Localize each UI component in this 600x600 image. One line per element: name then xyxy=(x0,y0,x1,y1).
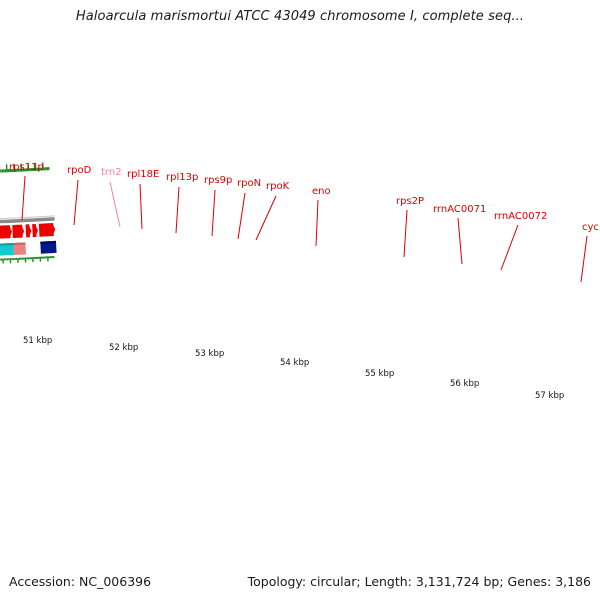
function-bar-shadow xyxy=(0,243,14,246)
gene-label-leader xyxy=(237,192,246,240)
function-bar-shadow xyxy=(40,240,56,244)
function-bar-shadow xyxy=(13,242,26,245)
topology-summary-text: Topology: circular; Length: 3,131,724 bp… xyxy=(247,574,591,589)
chromosome-backbone xyxy=(0,215,55,224)
scale-tick-track xyxy=(0,162,50,173)
gene-labels: rps11p rpoD trn2 rpl18E rpl13p rps9p rpoN rpoK e… xyxy=(9,162,599,233)
gene-arrow xyxy=(32,223,38,238)
gene-label: rpoK xyxy=(266,181,290,192)
gene-label-leader xyxy=(139,183,143,230)
gene-label: rrnAC0071 xyxy=(433,204,486,215)
gene-label-leader xyxy=(73,179,79,226)
gene-label-leader xyxy=(21,175,26,221)
gene-label: rps9p xyxy=(204,175,232,186)
gene-label-leader xyxy=(403,209,408,258)
gene-label-leader xyxy=(580,235,588,283)
gene-arrow xyxy=(38,223,56,237)
gene-label: rpl13p xyxy=(166,172,198,183)
gene-label: rrnAC0072 xyxy=(494,211,547,222)
gene-label: rps11p xyxy=(9,162,44,173)
scale-labels: 51 kbp 52 kbp 53 kbp 54 kbp 55 kbp 56 kbp 57 k… xyxy=(23,336,564,401)
gene-arrow xyxy=(25,224,32,238)
gene-label-leader xyxy=(211,189,216,237)
gene-label-leader xyxy=(109,181,121,228)
backbone-highlight xyxy=(0,215,55,220)
gene-arrow xyxy=(12,224,25,239)
scale-label: 53 kbp xyxy=(195,349,224,359)
gene-arrow-track xyxy=(0,223,56,239)
gene-label: rpoD xyxy=(67,165,92,176)
gene-label: cyc xyxy=(582,222,599,233)
scale-label: 56 kbp xyxy=(450,379,479,389)
function-color-track xyxy=(0,240,57,256)
function-bar-segment xyxy=(13,242,26,255)
gene-label-leader xyxy=(500,224,519,271)
scale-label: 52 kbp xyxy=(109,343,138,353)
upper-tick-track xyxy=(0,255,55,264)
function-bar-segment xyxy=(0,243,14,256)
gene-label: eno xyxy=(312,186,331,197)
scale-label: 55 kbp xyxy=(365,369,394,379)
gene-arrow xyxy=(0,225,12,239)
gene-label-leaders xyxy=(21,175,588,283)
map-title: Haloarcula marismortui ATCC 43049 chromo… xyxy=(75,9,525,24)
scale-label: 54 kbp xyxy=(280,358,309,368)
gene-label: rpoN xyxy=(237,178,261,189)
gene-label-leader xyxy=(255,195,277,241)
scale-label: 51 kbp xyxy=(23,336,52,346)
scale-label: 57 kbp xyxy=(535,391,564,401)
gene-label: rpl18E xyxy=(127,169,159,180)
gene-label-leader xyxy=(175,186,180,234)
gene-label-leader xyxy=(315,199,319,247)
gene-label-leader xyxy=(457,217,463,265)
backbone-line xyxy=(0,217,55,224)
accession-text: Accession: NC_006396 xyxy=(9,574,152,589)
gene-label: rps2P xyxy=(396,196,424,207)
function-bar-segment xyxy=(40,240,57,254)
scale-tick xyxy=(41,162,44,171)
gene-label: trn2 xyxy=(101,167,122,178)
